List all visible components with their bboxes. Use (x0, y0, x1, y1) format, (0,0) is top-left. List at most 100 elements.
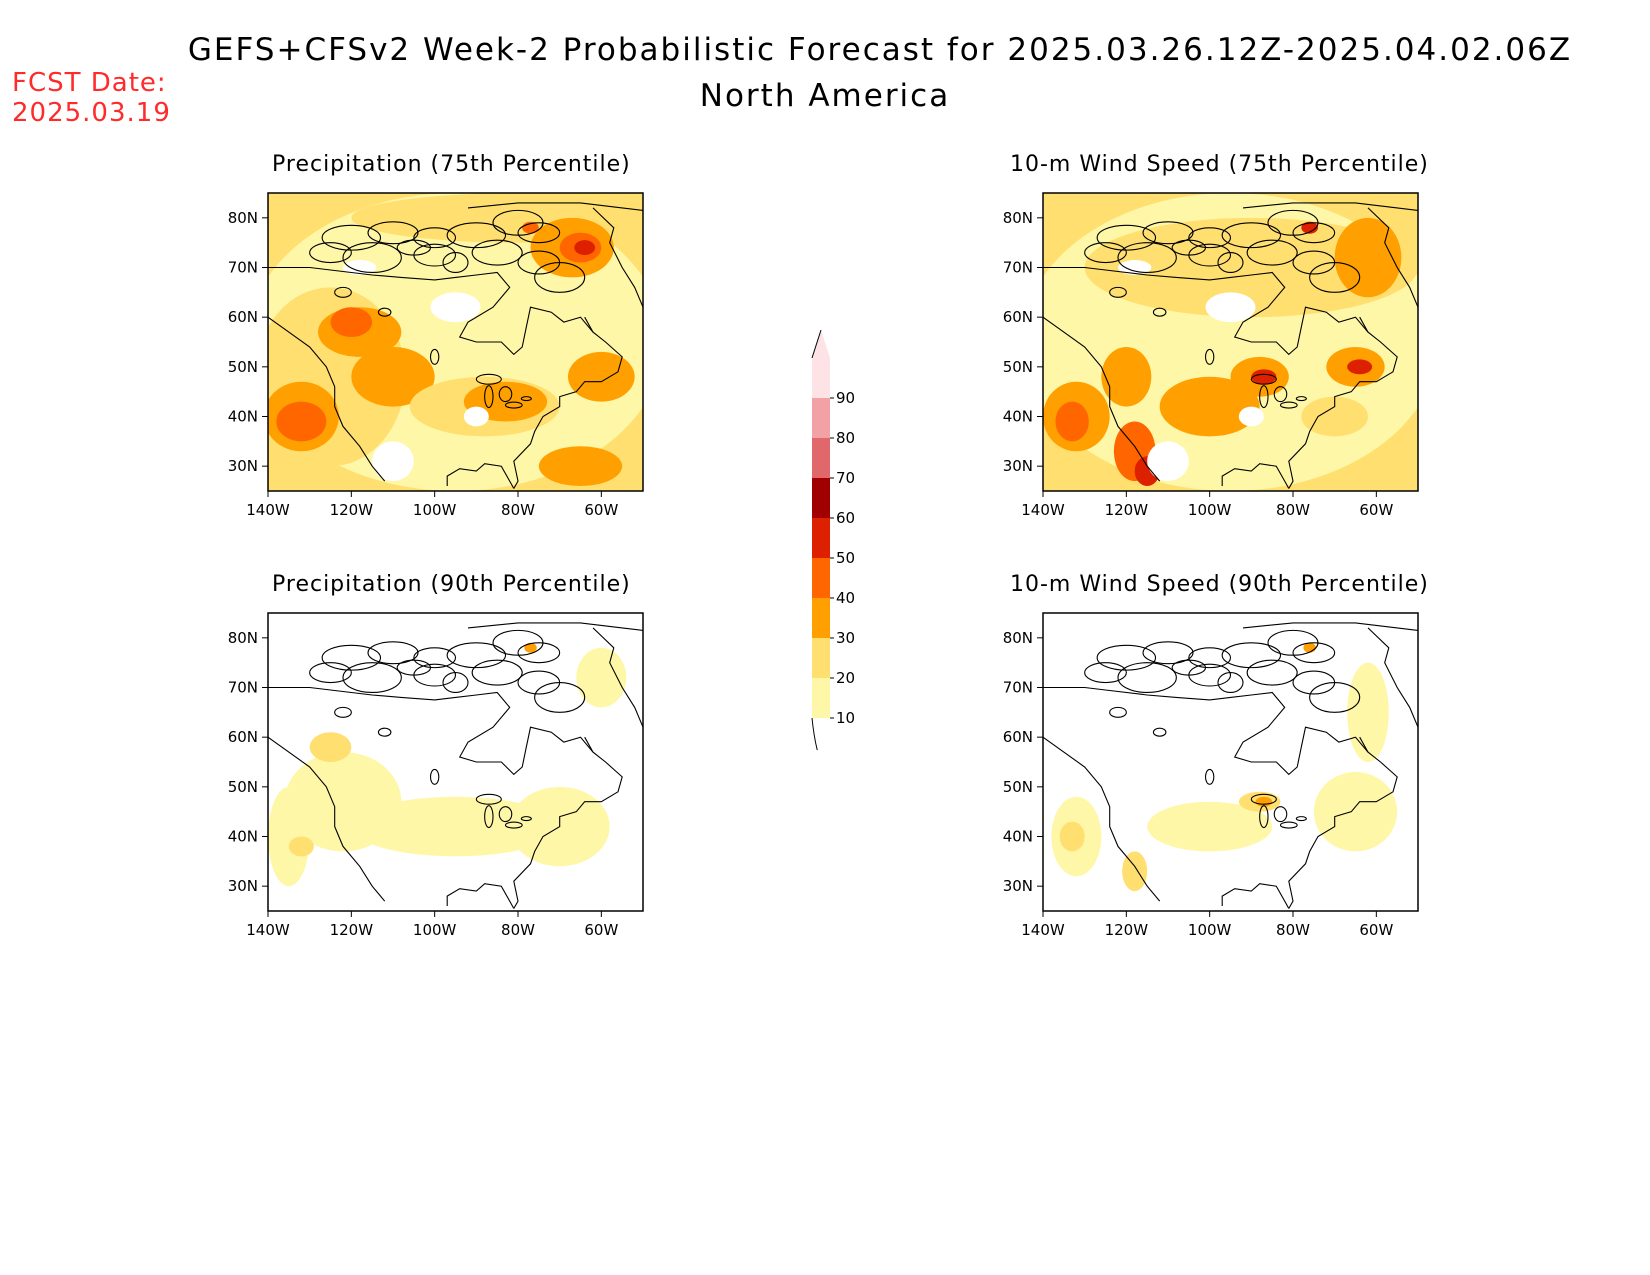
arctic-island (517, 222, 561, 244)
arctic-island (342, 662, 402, 694)
forecast-date-value: 2025.03.19 (12, 98, 171, 128)
lake-outline (334, 706, 352, 718)
no-signal-area (1147, 441, 1189, 482)
colorbar-label: 50 (836, 549, 855, 567)
precip-90-map: 80N 70N 60N 50N 40N 30N 140W 120W 100W 80W 60W (228, 612, 644, 939)
lon-label: 140W (1021, 501, 1065, 519)
colorbar-segment (812, 398, 830, 438)
coastline (268, 266, 594, 356)
lat-label: 50N (1003, 778, 1033, 796)
coastline (1367, 207, 1418, 308)
coastline-layer (1043, 202, 1418, 489)
arctic-island (413, 647, 457, 669)
coastline (592, 207, 643, 308)
arctic-island (1188, 227, 1232, 249)
no-signal-area (430, 292, 481, 323)
coastline (1221, 463, 1290, 489)
forecast-date-label: FCST Date: (12, 68, 167, 98)
arctic-island (1171, 659, 1207, 676)
probability-shade (538, 446, 623, 487)
coastline (1367, 627, 1418, 728)
probability-shade (1334, 217, 1402, 298)
arctic-island (413, 227, 457, 249)
arctic-island (396, 659, 432, 676)
colorbar-cap-edge (811, 330, 822, 359)
arctic-island (1246, 239, 1298, 266)
forecast-date-block: FCST Date: 2025.03.19 (12, 68, 171, 128)
lat-label: 60N (228, 728, 258, 746)
probability-shade (351, 796, 560, 857)
colorbar-segment (812, 478, 830, 518)
probability-shade (1251, 369, 1277, 385)
probability-shade (1347, 359, 1373, 375)
lat-label: 30N (228, 877, 258, 895)
probability-shade (1101, 346, 1152, 407)
arctic-island (471, 659, 523, 686)
coastline (1043, 736, 1161, 902)
lat-label: 60N (1003, 728, 1033, 746)
lon-label: 120W (330, 921, 374, 939)
no-signal-area (1205, 292, 1256, 323)
panel-title-precip-75: Precipitation (75th Percentile) (272, 152, 631, 177)
lon-label: 100W (413, 921, 457, 939)
lake-outline (520, 816, 532, 822)
lat-label: 80N (1003, 209, 1033, 227)
coastline (467, 202, 643, 211)
coastline (513, 316, 623, 489)
lat-label: 40N (228, 828, 258, 846)
lon-label: 100W (1188, 501, 1232, 519)
colorbar-label: 20 (836, 669, 855, 687)
coastline (1242, 622, 1418, 631)
arctic-island (1084, 242, 1127, 264)
colorbar-segment (812, 558, 830, 598)
precip-75-map: 80N 70N 60N 50N 40N 30N 140W 120W 100W 80W 60W (228, 192, 644, 519)
lake-outline (429, 768, 440, 785)
colorbar-bottom-cap (811, 717, 818, 750)
probability-shade (309, 732, 352, 762)
lake-outline (520, 396, 532, 402)
lake-outline (377, 727, 392, 737)
arctic-island (442, 672, 469, 694)
lon-label: 60W (1359, 501, 1393, 519)
probability-shade (351, 346, 435, 407)
colorbar-segment (812, 678, 830, 718)
lake-outline (1279, 401, 1298, 409)
lake-outline (484, 385, 494, 409)
coastline (1221, 883, 1290, 909)
arctic-island (534, 681, 586, 713)
lon-label: 80W (501, 921, 535, 939)
arctic-island (396, 239, 432, 256)
probability-shade (1301, 221, 1318, 234)
lake-outline (1295, 816, 1307, 822)
lake-outline (1109, 286, 1127, 298)
lake-outline (429, 348, 440, 365)
lon-label: 120W (1105, 921, 1149, 939)
coastline (592, 627, 643, 728)
arctic-island (309, 662, 352, 684)
coastline (268, 316, 386, 482)
lat-label: 50N (228, 778, 258, 796)
lat-label: 70N (1003, 679, 1033, 697)
lake-outline (498, 386, 513, 403)
no-signal-area (372, 441, 414, 482)
shading-layer (268, 193, 643, 491)
lake-outline (1259, 805, 1269, 829)
arctic-island (1292, 642, 1336, 664)
arctic-island (1309, 681, 1361, 713)
colorbar-label: 10 (836, 709, 855, 727)
lon-label: 80W (1276, 501, 1310, 519)
arctic-island (442, 252, 469, 274)
colorbar-top-cap (812, 330, 830, 358)
probability-shade (330, 307, 373, 338)
colorbar-label: 90 (836, 389, 855, 407)
coastline-layer (268, 622, 643, 909)
probability-shade (1347, 662, 1389, 762)
lat-label: 40N (1003, 408, 1033, 426)
lon-label: 80W (1276, 921, 1310, 939)
lon-label: 120W (330, 501, 374, 519)
lat-label: 30N (1003, 457, 1033, 475)
arctic-island (309, 242, 352, 264)
coastline (446, 883, 515, 909)
coastline (513, 736, 623, 909)
colorbar-segment (812, 598, 830, 638)
